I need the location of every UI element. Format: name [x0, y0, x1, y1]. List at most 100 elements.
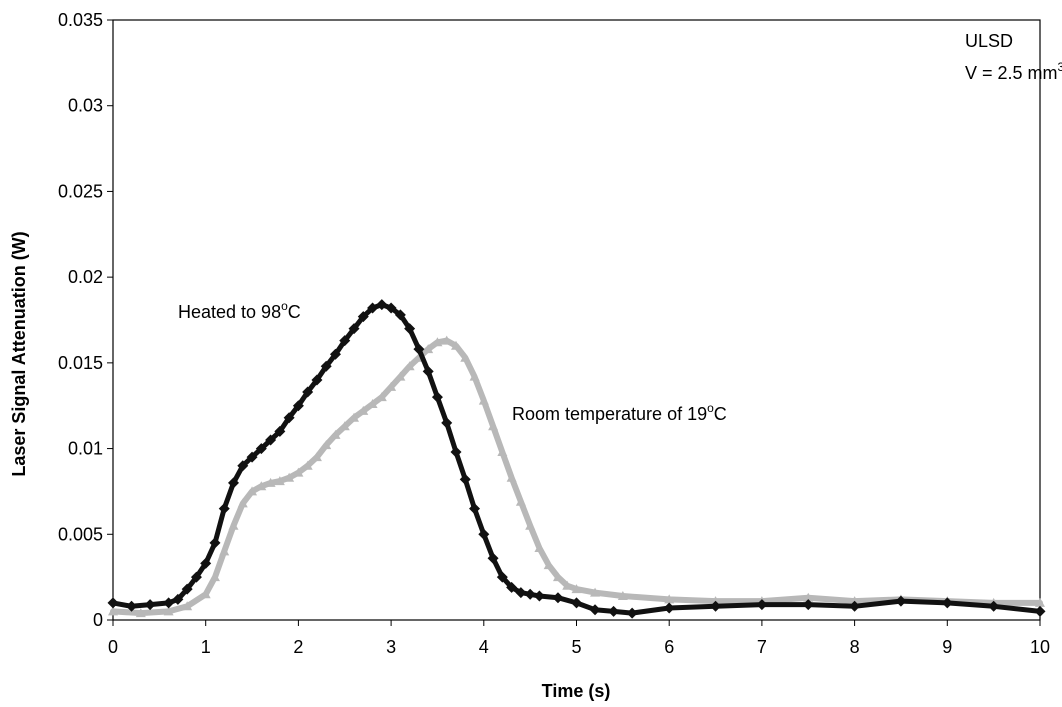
- data-point: [423, 344, 434, 354]
- data-point: [256, 481, 267, 491]
- data-point: [552, 572, 563, 582]
- room-series-label: Room temperature of 19oC: [512, 401, 727, 424]
- x-tick-label: 5: [571, 637, 581, 657]
- data-point: [144, 599, 156, 611]
- y-tick-label: 0.03: [68, 96, 103, 116]
- data-point: [367, 399, 378, 408]
- data-point: [534, 543, 545, 552]
- data-point: [488, 421, 499, 431]
- y-tick-label: 0.01: [68, 439, 103, 459]
- room-label-unit: C: [714, 404, 727, 424]
- data-point: [469, 371, 480, 381]
- data-point: [339, 335, 351, 347]
- data-point: [330, 429, 341, 439]
- data-point: [524, 588, 536, 600]
- data-point: [460, 352, 471, 362]
- data-point: [803, 592, 814, 602]
- heated-label-sup: o: [281, 299, 288, 313]
- data-point: [357, 311, 369, 323]
- data-point: [515, 496, 526, 506]
- volume-label-sup: 3: [1058, 60, 1062, 74]
- data-point: [292, 400, 304, 412]
- heated-label-unit: C: [288, 302, 301, 322]
- data-point: [487, 552, 499, 564]
- data-point: [209, 572, 220, 582]
- data-point: [802, 599, 814, 611]
- volume-label-main: V = 2.5 mm: [965, 63, 1058, 83]
- x-axis-title: Time (s): [542, 681, 611, 701]
- x-tick-label: 8: [850, 637, 860, 657]
- data-point: [404, 323, 416, 335]
- y-tick-label: 0.005: [58, 524, 103, 544]
- data-point: [293, 467, 304, 477]
- data-point: [163, 597, 175, 609]
- y-axis: 0 0.005 0.01 0.015 0.02 0.025 0.03 0.035: [58, 10, 113, 630]
- data-point: [200, 589, 211, 599]
- data-point: [339, 421, 350, 431]
- x-tick-label: 6: [664, 637, 674, 657]
- data-point: [274, 476, 285, 486]
- data-point: [246, 451, 258, 463]
- data-point: [218, 503, 230, 515]
- series-layer: [107, 299, 1046, 619]
- room-label-main: Room temperature of 19: [512, 404, 707, 424]
- data-point: [182, 601, 193, 611]
- data-point: [367, 302, 379, 314]
- data-point: [228, 520, 239, 530]
- data-point: [432, 337, 443, 347]
- y-tick-label: 0.015: [58, 353, 103, 373]
- x-tick-label: 7: [757, 637, 767, 657]
- data-point: [311, 452, 322, 462]
- data-point: [1034, 605, 1046, 617]
- series-2: [108, 335, 1045, 618]
- data-point: [302, 386, 314, 398]
- data-point: [422, 365, 434, 377]
- sample-label: ULSD: [965, 31, 1013, 51]
- x-tick-label: 4: [479, 637, 489, 657]
- data-point: [506, 581, 518, 593]
- data-point: [237, 498, 248, 508]
- data-point: [302, 460, 313, 470]
- series-line: [110, 302, 1043, 616]
- data-point: [358, 405, 369, 415]
- data-point: [543, 560, 554, 570]
- data-point: [219, 546, 230, 556]
- data-point: [496, 571, 508, 583]
- data-point: [126, 600, 138, 612]
- x-tick-label: 1: [201, 637, 211, 657]
- data-point: [321, 440, 332, 450]
- data-point: [664, 594, 675, 604]
- data-point: [385, 302, 397, 314]
- data-point: [247, 486, 258, 496]
- data-point: [209, 537, 221, 549]
- data-point: [617, 591, 628, 600]
- x-tick-label: 9: [942, 637, 952, 657]
- data-point: [441, 335, 452, 345]
- data-point: [571, 597, 582, 609]
- data-point: [265, 477, 276, 487]
- data-point: [608, 605, 620, 617]
- data-point: [172, 593, 184, 605]
- data-point: [478, 528, 490, 540]
- data-point: [265, 434, 277, 446]
- heated-label-main: Heated to 98: [178, 302, 281, 322]
- data-point: [1035, 597, 1045, 607]
- data-point: [108, 606, 118, 616]
- data-point: [311, 374, 323, 386]
- data-point: [478, 395, 489, 405]
- x-tick-label: 2: [293, 637, 303, 657]
- data-point: [431, 391, 443, 403]
- data-point: [107, 597, 119, 609]
- data-point: [710, 596, 721, 606]
- data-point: [552, 592, 564, 604]
- data-point: [515, 587, 527, 599]
- data-point: [348, 323, 360, 335]
- data-point: [320, 360, 332, 372]
- data-point: [395, 371, 406, 381]
- data-point: [849, 600, 861, 612]
- data-point: [441, 417, 453, 429]
- data-point: [284, 472, 295, 482]
- data-point: [404, 361, 415, 371]
- data-point: [255, 443, 267, 455]
